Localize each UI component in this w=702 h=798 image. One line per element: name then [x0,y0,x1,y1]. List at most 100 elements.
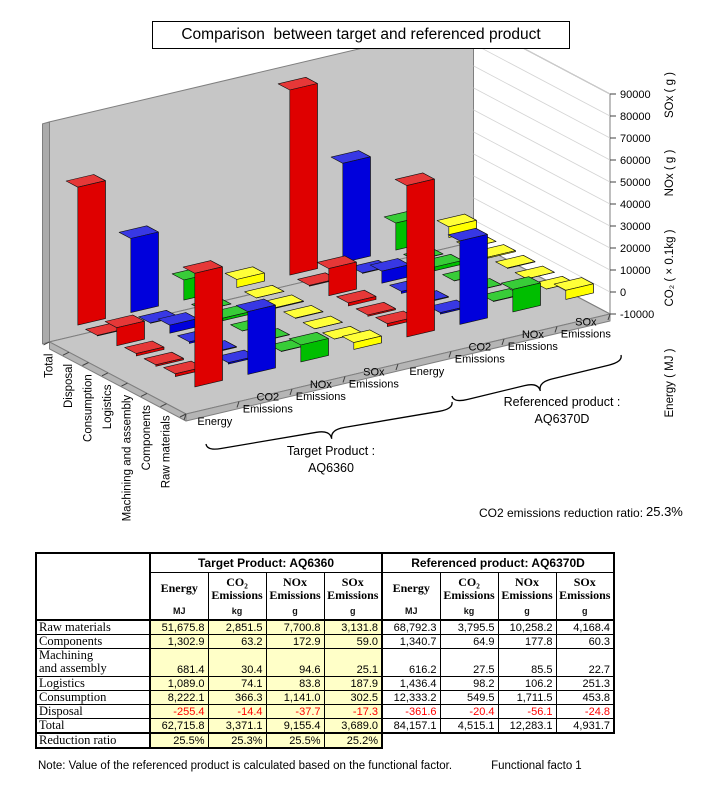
bar-AQ6370D-co2-emissions-raw-materials [459,234,488,325]
category-axis-tick [342,376,346,383]
measure-header-0-3: SOx Emissions [323,572,383,605]
category-axis-label-3-line2: Emissions [349,378,400,390]
value-cell-target-1: -14.4 [207,703,267,719]
reduction-value-cell-2: 25.5% [265,732,325,750]
value-cell-target-1: 2,851.5 [207,619,267,636]
lifecycle-3d-bar-chart: -10000 0 10000 20000 30000 40000 50000 60000 700… [42,21,683,522]
reduction-value-cell-0: 25.5% [149,732,209,750]
bar-AQ6370D-energy-raw-materials [406,178,435,338]
co2-reduction-label: CO2 emissions reduction ratio: 25.3% [479,504,683,520]
depth-axis-label-raw-materials: Raw materials [161,415,173,488]
unit-axis-label-1: NOx ( g ) [664,150,676,197]
row-label: Components [35,634,151,650]
bar-AQ6370D-energy-total [289,83,318,276]
value-cell-referenced-1: 3,795.5 [439,619,499,636]
value-cell-referenced-0: 1,340.7 [381,634,441,650]
bar-AQ6360-sox-emissions-machining-and-assembly [314,321,343,330]
value-cell-referenced-2: 1,711.5 [497,689,557,705]
target-product-label: Target Product : [287,444,375,458]
table-row-total: Total 62,715.8 3,371.1 9,155.4 3,689.0 84,157… [35,717,615,734]
right-wall-gridline [473,109,611,183]
bar-AQ6360-sox-emissions-total [236,272,265,288]
value-cell-referenced-2: 177.8 [497,634,557,650]
depth-axis-tick [160,403,167,408]
row-label: Logistics [35,675,151,691]
table-row-logistics: Logistics 1,089.0 74.1 83.8 187.9 1,436.4 98.2… [35,675,615,691]
value-cell-target-3: 187.9 [323,675,383,691]
bar-AQ6360-sox-emissions-consumption [275,300,304,309]
comparison-table: Target Product: AQ6360 Referenced product… [35,552,615,750]
reduction-value-cell-3: 25.2% [323,732,383,750]
right-wall-gridline [473,43,611,117]
measure-header-0-2: NOx Emissions [265,572,325,605]
row-label: Consumption [35,689,151,705]
value-cell-referenced-1: 27.5 [439,648,499,677]
value-cell-referenced-1: 64.9 [439,634,499,650]
value-cell-target-3: 3,131.8 [323,619,383,636]
value-axis-tick-label: 60000 [620,155,651,167]
header-row-products: Target Product: AQ6360 Referenced product… [35,552,615,621]
value-cell-referenced-2: -56.1 [497,703,557,719]
table-row-disposal: Disposal -255.4 -14.4 -37.7 -17.3 -361.6 -20.4… [35,703,615,719]
value-cell-referenced-2: 106.2 [497,675,557,691]
chart-title: Comparison between target and referenced… [181,26,541,43]
category-axis-tick [501,338,505,346]
depth-axis-label-machining-and-assembly: Machining and assembly [122,395,134,522]
bar-AQ6360-sox-emissions-raw-materials [353,335,382,350]
depth-axis-tick [101,372,109,377]
depth-axis-label-consumption: Consumption [83,374,95,442]
bar-AQ6360-energy-machining-and-assembly [155,357,184,367]
value-axis-tick-label: -10000 [620,309,654,321]
value-cell-referenced-3: 4,931.7 [555,717,615,734]
measure-header-1-1: CO₂ Emissions [439,572,499,605]
functional-factor-value: 1 [575,760,582,772]
functional-factor-label: Functional facto [491,760,573,772]
bar-AQ6370D-energy-consumption [328,261,357,297]
unit-cell-0-2: g [265,605,325,621]
bar-AQ6360-sox-emissions-logistics [294,311,324,319]
category-axis-tick [236,401,240,408]
value-cell-target-1: 3,371.1 [207,717,267,734]
table-row-machining-and-assembly: Machining and assembly 681.4 30.4 94.6 25.1 61… [35,648,615,677]
table-row-reduction-ratio: Reduction ratio 25.5% 25.3% 25.5% 25.2% [35,732,614,750]
bar-AQ6360-energy-total [77,180,106,326]
footnote-text: Note: Value of the referenced product is… [38,760,453,772]
value-axis-tick-label: 70000 [620,133,651,145]
bar-AQ6370D-energy-logistics [347,296,377,307]
row-label: Raw materials [35,619,151,636]
value-axis-tick-label: 90000 [620,89,651,101]
depth-axis-tick [43,341,50,346]
bar-AQ6370D-sox-emissions-consumption [487,250,516,259]
category-axis-label-2-line1: NOx [310,379,333,391]
value-cell-target-1: 366.3 [207,689,267,705]
category-axis-tick [554,326,558,333]
value-cell-target-2: 94.6 [265,648,325,677]
value-cell-target-3: 3,689.0 [323,717,383,734]
value-cell-target-0: -255.4 [149,703,209,719]
value-cell-target-2: 83.8 [265,675,325,691]
depth-axis-label-total: Total [44,354,56,378]
category-axis-label-2-line2: Emissions [296,391,347,403]
category-axis-tick [607,313,611,321]
reduction-label: Reduction ratio [35,732,151,750]
depth-axis-tick [121,382,128,387]
header-row-measures: Energy CO₂ Emissions NOx Emissions SOx Emissio… [36,572,615,605]
depth-axis-label-logistics: Logistics [102,384,114,429]
unit-cell-0-1: kg [207,605,267,621]
right-wall-gridline [473,197,611,271]
referenced-product-name: AQ6370D [535,412,590,426]
value-cell-referenced-3: 251.3 [555,675,615,691]
right-wall-gridline [473,65,611,139]
bar-AQ6360-co2-emissions-total [130,231,159,313]
floor-left-edge [49,341,187,422]
ghost-cell-1 [440,733,498,749]
target-product-name: AQ6360 [308,461,354,475]
measure-header-1-2: NOx Emissions [497,572,557,605]
depth-axis-tick [82,362,89,366]
unit-cell-1-3: g [555,605,615,621]
unit-cell-0-0: MJ [149,605,209,621]
value-axis-tick-label: 40000 [620,199,651,211]
value-cell-target-0: 681.4 [149,648,209,677]
depth-axis-tick [179,413,187,418]
right-wall-gridline [473,87,611,161]
